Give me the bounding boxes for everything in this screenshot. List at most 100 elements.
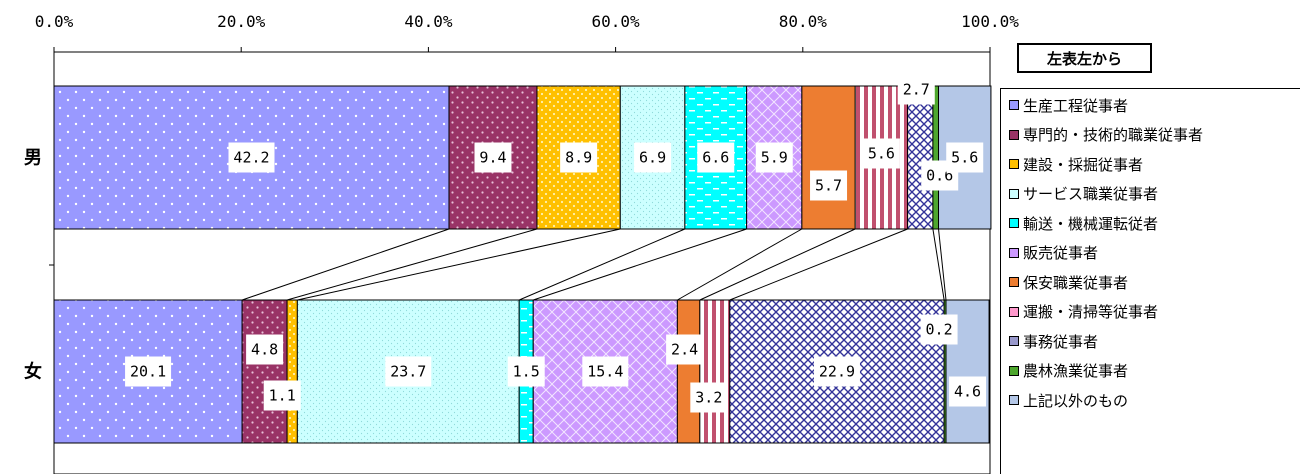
data-label-bg [634, 142, 672, 173]
series-connector-line [518, 228, 686, 301]
series-connector-line [932, 228, 945, 301]
data-label: 4.8 [251, 341, 278, 359]
bar-segment [676, 299, 701, 444]
legend-swatch [1009, 100, 1019, 110]
data-label-bg [666, 334, 704, 365]
legend-item: 上記以外のもの [1009, 388, 1128, 412]
x-tick-label: 40.0% [404, 12, 453, 31]
data-label: 6.6 [702, 149, 729, 167]
legend-label: 農林漁業従事者 [1023, 362, 1129, 380]
data-label: 2.4 [671, 341, 698, 359]
legend-label: 販売従事者 [1023, 244, 1099, 262]
series-connector-line [677, 228, 803, 301]
data-label: 23.7 [390, 363, 426, 381]
legend-swatch [1009, 129, 1019, 140]
plot-area [53, 51, 991, 474]
data-label-bg [228, 142, 275, 173]
series-connector-line [938, 228, 947, 301]
legend-item: 運搬・清掃等従事者 [1009, 300, 1158, 324]
data-label-bg [474, 142, 512, 173]
legend-label: 事務従事者 [1023, 332, 1099, 351]
data-label-bg [507, 356, 545, 387]
legend-item: 事務従事者 [1009, 329, 1098, 353]
data-label-bg [263, 380, 301, 411]
legend-item: 建設・採掘従事者 [1009, 152, 1143, 176]
legend-swatch [1009, 247, 1019, 258]
x-tick-label: 20.0% [217, 12, 266, 31]
data-label: 22.9 [819, 363, 855, 381]
legend-swatch [1009, 395, 1019, 405]
data-label: 9.4 [479, 149, 506, 167]
data-label: 5.6 [951, 149, 978, 167]
data-label: 15.4 [587, 363, 623, 381]
bar-segment [801, 85, 856, 230]
legend-swatch [1009, 277, 1019, 287]
data-label-bg [949, 376, 987, 407]
bar-segment [932, 85, 940, 230]
legend-item: 農林漁業従事者 [1009, 359, 1128, 383]
legend-item: 輸送・機械運転従者 [1009, 211, 1158, 235]
data-label-bg [697, 142, 735, 173]
legend-swatch [1009, 336, 1019, 346]
data-label: 0.2 [926, 321, 953, 339]
legend-label: 輸送・機械運転従者 [1023, 214, 1159, 233]
series-connector-line [729, 228, 908, 301]
data-label: 5.9 [761, 149, 788, 167]
x-tick-label: 0.0% [35, 12, 74, 31]
data-label: 20.1 [130, 363, 166, 381]
category-label: 女 [24, 361, 42, 383]
legend-swatch [1009, 306, 1019, 317]
data-label-bg [582, 356, 629, 387]
data-label-bg [385, 356, 432, 387]
data-label: 5.7 [815, 177, 842, 195]
series-connector-line [297, 228, 621, 301]
legend-swatch [1009, 365, 1019, 376]
data-label-bg [813, 356, 860, 387]
legend-title: 左表左から [1017, 43, 1152, 73]
legend-swatch [1009, 159, 1019, 169]
legend-swatch [1009, 188, 1019, 199]
bar-segment [699, 299, 731, 444]
data-label: 2.7 [903, 81, 930, 99]
bar-segment [241, 299, 288, 444]
legend-label: 生産工程従事者 [1023, 96, 1129, 115]
legend-label: 上記以外のもの [1023, 391, 1129, 410]
bar-segment [907, 85, 934, 230]
bar-segment [286, 299, 298, 444]
legend-item: 販売従事者 [1009, 241, 1098, 265]
x-tick-label: 100.0% [961, 12, 1019, 31]
data-label: 6.9 [639, 149, 666, 167]
data-label-bg [897, 74, 935, 105]
x-tick-label: 60.0% [592, 12, 641, 31]
legend-label: 運搬・清掃等従事者 [1023, 303, 1159, 321]
data-label: 8.9 [565, 149, 592, 167]
legend: 生産工程従事者専門的・技術的職業従事者 建設・採掘従事者 サービス職業従事者 輸送・機… [1000, 88, 1300, 474]
legend-item: 生産工程従事者 [1009, 93, 1128, 117]
data-label: 4.6 [954, 383, 981, 401]
data-label-bg [690, 382, 728, 413]
legend-label: 専門的・技術的職業従事者 [1023, 126, 1204, 144]
x-tick-label: 80.0% [779, 12, 828, 31]
legend-item: 保安職業従事者 [1009, 270, 1128, 294]
data-label: 3.2 [695, 389, 722, 407]
series-connector-line [241, 228, 450, 301]
data-label-bg [246, 334, 284, 365]
legend-label: サービス職業従事者 [1023, 185, 1159, 203]
series-connector-line [533, 228, 747, 301]
data-label-bg [560, 142, 598, 173]
category-label: 男 [24, 148, 42, 169]
legend-item: サービス職業従事者 [1009, 182, 1158, 206]
data-label: 1.1 [269, 387, 296, 405]
data-label: 42.2 [233, 149, 269, 167]
data-label-bg [920, 314, 958, 345]
data-label-bg [755, 142, 793, 173]
data-label-bg [862, 138, 900, 169]
legend-item: 専門的・技術的職業従事者 [1009, 123, 1203, 147]
data-label-bg [946, 142, 984, 173]
series-connector-line [286, 228, 538, 301]
data-label: 5.6 [868, 145, 895, 163]
legend-label: 保安職業従事者 [1023, 273, 1129, 292]
legend-label: 建設・採掘従事者 [1023, 155, 1144, 174]
data-label-bg [125, 356, 172, 387]
